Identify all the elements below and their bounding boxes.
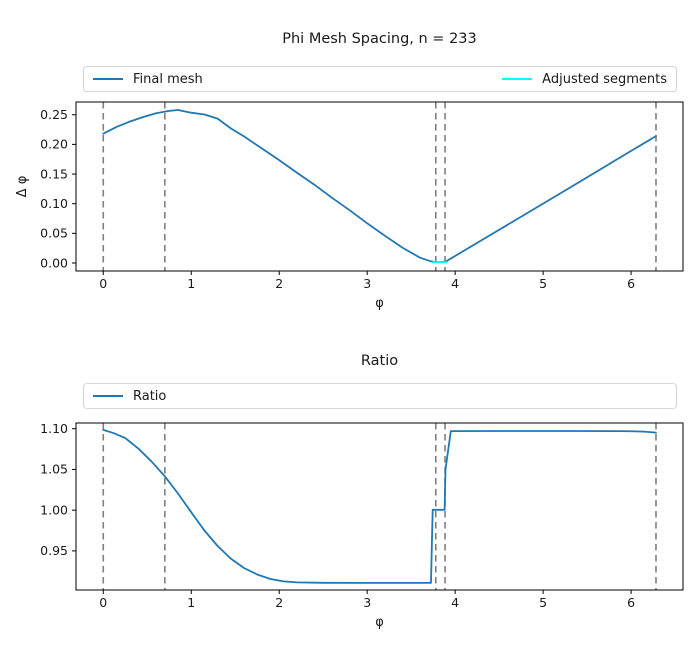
plot2-ytick-label-3: 1.10 (40, 421, 68, 436)
legend-line-sample-ratio (93, 394, 123, 398)
plot2-xtick-label-0: 0 (99, 595, 107, 610)
legend-item-ratio: Ratio (93, 390, 166, 403)
plot2-xtick-label-6: 6 (627, 595, 635, 610)
plot1-xtick-label-4: 4 (451, 276, 459, 291)
plot2-spines (75, 422, 684, 591)
plot1-ytick-label-2: 0.10 (40, 196, 68, 211)
plot2-xtick-label-4: 4 (451, 595, 459, 610)
plot1-ytick-label-5: 0.25 (40, 107, 68, 122)
plot1-ytick-label-3: 0.15 (40, 166, 68, 181)
plot2-xtick-label-2: 2 (275, 595, 283, 610)
plot1-yaxis-label: Δ φ (15, 176, 30, 198)
plot2-legend: Ratio (83, 383, 677, 409)
plot2-xaxis-label: φ (375, 615, 384, 630)
legend-line-sample-final-mesh (93, 77, 123, 81)
legend-label-adjusted-segments: Adjusted segments (542, 71, 667, 87)
plot1-ytick-label-1: 0.05 (40, 226, 68, 241)
plot1-xtick-label-5: 5 (539, 276, 547, 291)
legend-label-ratio: Ratio (133, 388, 167, 404)
plot2-ytick-label-1: 1.00 (40, 502, 68, 517)
plot2-ytick-label-0: 0.95 (40, 543, 68, 558)
plot2-series-ratio (102, 428, 657, 584)
plot1-series-final-mesh (102, 109, 657, 264)
plot2-xtick-label-5: 5 (539, 595, 547, 610)
plot1-xaxis-label: φ (375, 296, 384, 311)
plot2-xtick-label-1: 1 (187, 595, 195, 610)
plot1-title: Phi Mesh Spacing, n = 233 (282, 31, 477, 47)
legend-item-final-mesh: Final mesh (93, 73, 203, 86)
legend-item-adjusted-segments: Adjusted segments (502, 73, 667, 86)
plot1-xtick-label-2: 2 (275, 276, 283, 291)
plot1-legend: Final mesh Adjusted segments (83, 66, 677, 92)
plot1-ytick-label-0: 0.00 (40, 255, 68, 270)
plot1-spines (75, 101, 684, 272)
plot2-ytick-label-2: 1.05 (40, 462, 68, 477)
plot2-title: Ratio (360, 353, 399, 369)
plot2-xtick-label-3: 3 (363, 595, 371, 610)
plot1-xtick-label-3: 3 (363, 276, 371, 291)
plot1-xtick-label-1: 1 (187, 276, 195, 291)
legend-line-sample-adjusted-segments (502, 77, 533, 81)
plot1-xtick-label-0: 0 (99, 276, 107, 291)
plot1-ytick-label-4: 0.20 (40, 137, 68, 152)
legend-label-final-mesh: Final mesh (133, 71, 203, 87)
plot1-xtick-label-6: 6 (627, 276, 635, 291)
